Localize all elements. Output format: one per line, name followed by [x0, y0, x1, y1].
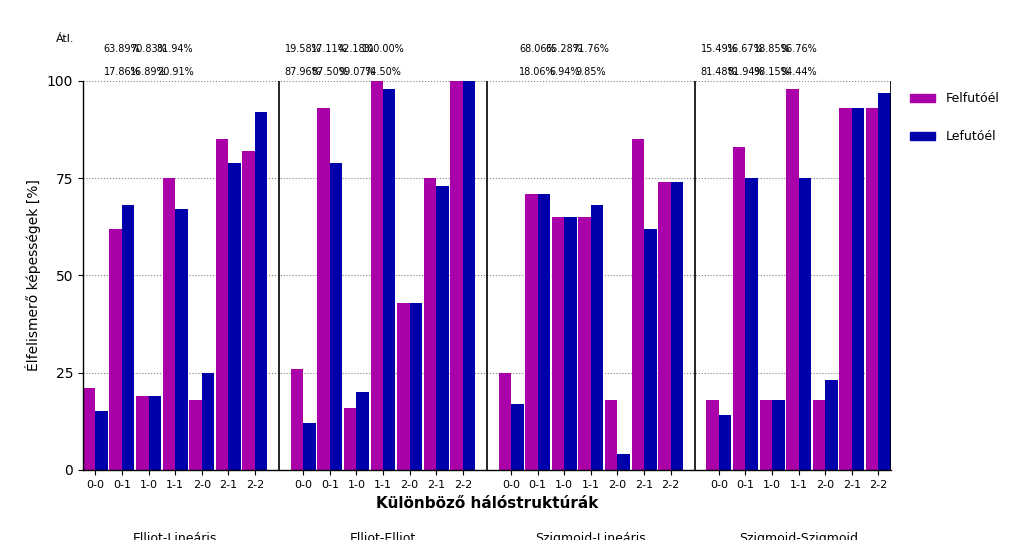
Bar	[866, 108, 879, 470]
Bar	[451, 81, 463, 470]
Bar	[670, 182, 683, 470]
Bar	[799, 178, 811, 470]
Text: 94.44%: 94.44%	[780, 67, 817, 77]
Bar	[228, 163, 240, 470]
Bar	[707, 400, 719, 470]
Bar	[148, 396, 161, 470]
Bar	[255, 112, 267, 470]
Bar	[242, 151, 255, 470]
Bar	[356, 392, 369, 470]
Text: 17.86%: 17.86%	[104, 67, 140, 77]
Bar	[83, 388, 95, 470]
Bar	[605, 400, 617, 470]
Text: 98.15%: 98.15%	[754, 67, 790, 77]
Bar	[190, 400, 202, 470]
Bar	[511, 404, 523, 470]
Bar	[658, 182, 670, 470]
Bar	[409, 302, 422, 470]
Bar	[525, 194, 538, 470]
Text: 17.11%: 17.11%	[312, 44, 348, 54]
Bar	[786, 89, 799, 470]
Text: Szigmoid-Lineáris: Szigmoid-Lineáris	[536, 532, 646, 540]
Text: 18.06%: 18.06%	[519, 67, 556, 77]
Text: 16.89%: 16.89%	[131, 67, 167, 77]
Bar	[383, 89, 396, 470]
Text: 81.94%: 81.94%	[727, 67, 764, 77]
Text: 6.94%: 6.94%	[549, 67, 579, 77]
Bar	[538, 194, 550, 470]
Bar	[644, 229, 657, 470]
Bar	[463, 81, 476, 470]
Bar	[175, 210, 188, 470]
X-axis label: Különböző hálóstruktúrák: Különböző hálóstruktúrák	[376, 496, 598, 511]
Bar	[578, 217, 591, 470]
Text: Elliot-Elliot: Elliot-Elliot	[350, 532, 416, 540]
Y-axis label: Élfelismerő képességek [%]: Élfelismerő képességek [%]	[25, 179, 41, 372]
Text: Átl.: Átl.	[56, 34, 75, 44]
Text: 65.28%: 65.28%	[546, 44, 582, 54]
Bar	[110, 229, 122, 470]
Text: 99.07%: 99.07%	[338, 67, 375, 77]
Bar	[813, 400, 826, 470]
Bar	[719, 415, 731, 470]
Text: 20.91%: 20.91%	[156, 67, 194, 77]
Text: 9.85%: 9.85%	[576, 67, 606, 77]
Bar	[826, 380, 838, 470]
Text: 42.18%: 42.18%	[338, 44, 375, 54]
Bar	[202, 373, 214, 470]
Bar	[733, 147, 746, 470]
Bar	[552, 217, 565, 470]
Text: 81.48%: 81.48%	[700, 67, 738, 77]
Bar	[136, 396, 148, 470]
Bar	[122, 205, 135, 470]
Bar	[772, 400, 784, 470]
Text: 71.76%: 71.76%	[573, 44, 609, 54]
Text: 16.67%: 16.67%	[727, 44, 764, 54]
Text: 96.76%: 96.76%	[780, 44, 817, 54]
Bar	[879, 93, 891, 470]
Bar	[839, 108, 852, 470]
Text: 18.85%: 18.85%	[754, 44, 790, 54]
Bar	[617, 454, 630, 470]
Bar	[317, 108, 329, 470]
Text: 68.06%: 68.06%	[519, 44, 556, 54]
Bar	[163, 178, 175, 470]
Text: 74.50%: 74.50%	[365, 67, 401, 77]
Bar	[498, 373, 511, 470]
Bar	[565, 217, 577, 470]
Text: Szigmoid-Szigmoid: Szigmoid-Szigmoid	[740, 532, 858, 540]
Bar	[215, 139, 228, 470]
Text: 19.58%: 19.58%	[285, 44, 321, 54]
Bar	[397, 302, 409, 470]
Text: 87.50%: 87.50%	[312, 67, 348, 77]
Legend: Felfutóél, Lefutóél: Felfutóél, Lefutóél	[905, 87, 1004, 148]
Text: Elliot-Lineáris: Elliot-Lineáris	[133, 532, 218, 540]
Bar	[632, 139, 644, 470]
Bar	[591, 205, 603, 470]
Bar	[291, 369, 304, 470]
Bar	[746, 178, 758, 470]
Bar	[759, 400, 772, 470]
Text: 63.89%: 63.89%	[104, 44, 140, 54]
Bar	[344, 408, 356, 470]
Bar	[304, 423, 316, 470]
Bar	[424, 178, 436, 470]
Text: 100.00%: 100.00%	[362, 44, 404, 54]
Bar	[436, 186, 449, 470]
Bar	[95, 411, 108, 470]
Bar	[329, 163, 342, 470]
Text: 87.96%: 87.96%	[285, 67, 321, 77]
Text: 81.94%: 81.94%	[156, 44, 194, 54]
Text: 15.49%: 15.49%	[700, 44, 738, 54]
Bar	[371, 81, 383, 470]
Bar	[852, 108, 864, 470]
Text: 70.83%: 70.83%	[131, 44, 167, 54]
